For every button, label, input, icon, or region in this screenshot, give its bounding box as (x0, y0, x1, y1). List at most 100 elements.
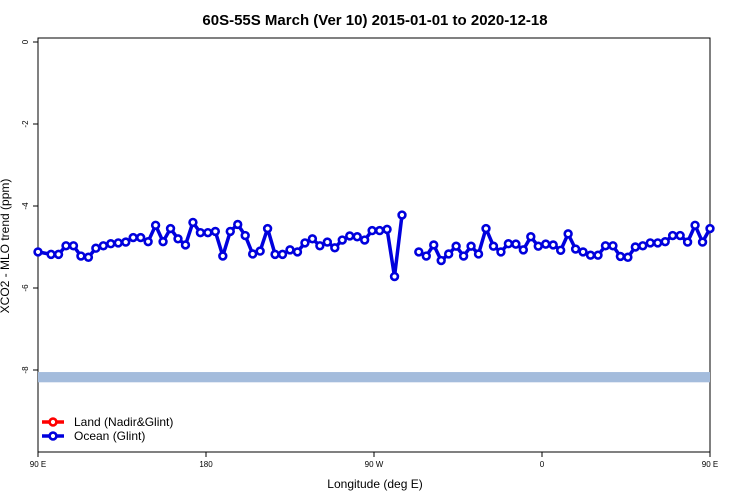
data-point (563, 229, 573, 239)
data-point (270, 249, 280, 260)
data-point (158, 236, 168, 247)
data-point (389, 271, 400, 282)
data-point (98, 241, 109, 251)
data-point (68, 241, 79, 251)
data-point (638, 241, 648, 251)
data-point (188, 217, 198, 228)
data-point (443, 249, 454, 259)
data-point (240, 230, 250, 241)
data-point (150, 220, 161, 230)
data-point (667, 230, 678, 241)
data-point (374, 225, 385, 236)
data-point (203, 227, 213, 238)
data-point (675, 230, 685, 241)
x-tick-label: 90 E (30, 460, 46, 469)
data-point (195, 227, 206, 238)
data-point (61, 241, 71, 251)
data-point (526, 232, 536, 242)
data-point (135, 232, 146, 243)
data-point (481, 223, 491, 234)
legend-label: Ocean (Glint) (74, 429, 145, 443)
data-point (337, 235, 347, 245)
data-point (83, 252, 94, 262)
data-point (682, 237, 693, 247)
data-point (660, 236, 670, 247)
legend-marker (48, 431, 58, 441)
data-point (76, 251, 86, 261)
legend-marker (48, 417, 58, 427)
data-point (608, 241, 618, 251)
data-point (121, 237, 131, 247)
x-tick-label: 90 E (702, 460, 718, 469)
data-point (292, 247, 303, 257)
data-point (533, 241, 543, 251)
data-point (705, 223, 715, 234)
y-tick-label: -6 (21, 284, 30, 292)
data-point (421, 251, 431, 261)
data-point (593, 250, 603, 260)
reference-band (38, 372, 710, 383)
data-point (359, 235, 370, 245)
y-axis-label: XCO2 - MLO trend (ppm) (0, 179, 12, 314)
data-point (645, 238, 655, 248)
data-point (210, 226, 221, 237)
data-point (225, 226, 235, 237)
data-point (277, 249, 288, 260)
data-point (33, 247, 43, 257)
data-point (578, 247, 588, 257)
data-point (690, 220, 700, 230)
data-point (247, 249, 258, 259)
data-point (429, 240, 439, 250)
legend-label: Land (Nadir&Glint) (74, 415, 173, 429)
data-point (180, 240, 191, 250)
data-point (165, 223, 176, 234)
data-point (653, 238, 663, 248)
data-point (518, 245, 529, 255)
data-point (397, 210, 407, 220)
data-point (255, 246, 265, 256)
data-point (106, 239, 116, 249)
data-point (630, 242, 641, 252)
chart-title: 60S-55S March (Ver 10) 2015-01-01 to 202… (202, 12, 547, 29)
data-point (262, 223, 273, 234)
data-point (600, 241, 611, 251)
data-point (585, 250, 596, 260)
data-point (352, 232, 362, 242)
data-point (113, 238, 123, 248)
data-point (128, 232, 138, 243)
data-point (307, 234, 318, 244)
data-point (330, 243, 340, 253)
data-point (300, 238, 310, 248)
y-tick-label: 0 (21, 39, 30, 44)
data-point (488, 241, 499, 251)
data-point (458, 251, 469, 261)
x-tick-label: 180 (199, 460, 213, 469)
y-tick-label: -2 (21, 120, 30, 128)
data-point (285, 245, 295, 255)
data-point (367, 225, 377, 236)
y-tick-label: -4 (21, 202, 30, 210)
data-point (451, 241, 461, 251)
data-point (466, 241, 476, 251)
x-axis-label: Longitude (deg E) (327, 477, 422, 491)
data-point (496, 247, 506, 257)
data-point (697, 237, 708, 247)
data-point (233, 219, 243, 230)
x-tick-label: 90 W (365, 460, 384, 469)
legend: Land (Nadir&Glint)Ocean (Glint) (42, 415, 173, 443)
data-point (555, 245, 566, 255)
data-point (541, 239, 551, 249)
data-point (345, 231, 355, 241)
data-point (91, 243, 101, 253)
data-point (46, 249, 56, 260)
x-tick-label: 0 (540, 460, 545, 469)
data-point (218, 251, 228, 261)
data-point (414, 247, 424, 257)
data-point (53, 249, 64, 260)
data-point (382, 224, 392, 235)
data-point (315, 241, 325, 251)
data-point (623, 252, 633, 262)
data-point (436, 255, 446, 266)
data-point (615, 251, 626, 262)
